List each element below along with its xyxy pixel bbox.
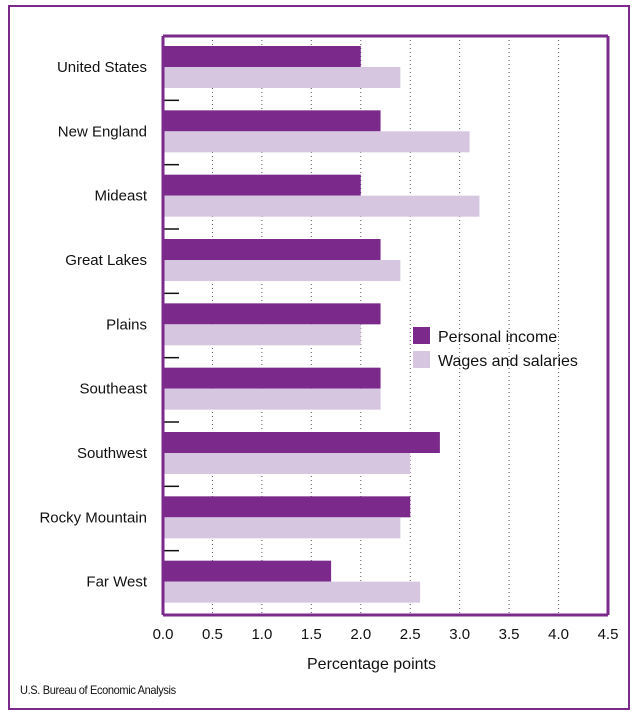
- bar-wages-and-salaries: [163, 260, 401, 281]
- x-tick-label: 1.5: [301, 626, 322, 643]
- x-tick-label: 3.0: [449, 626, 470, 643]
- category-label: Southeast: [79, 381, 147, 398]
- bar-wages-and-salaries: [163, 324, 361, 346]
- bar-wages-and-salaries: [163, 517, 401, 539]
- source-note: U.S. Bureau of Economic Analysis: [20, 683, 176, 697]
- category-label: Mideast: [94, 188, 147, 205]
- x-tick-label: 2.5: [400, 626, 421, 643]
- x-tick-label: 0.5: [202, 626, 223, 643]
- category-label: New England: [58, 123, 147, 140]
- category-label: United States: [57, 59, 147, 76]
- x-tick-label: 4.5: [598, 626, 619, 643]
- legend-label: Wages and salaries: [438, 353, 578, 370]
- bar-personal-income: [163, 496, 411, 518]
- bar-wages-and-salaries: [163, 195, 480, 217]
- x-tick-label: 0.0: [153, 626, 174, 643]
- x-tick-label: 2.0: [350, 626, 371, 643]
- bar-personal-income: [163, 560, 332, 582]
- category-label: Plains: [106, 316, 147, 333]
- bar-personal-income: [163, 110, 381, 132]
- bar-wages-and-salaries: [163, 581, 421, 603]
- x-tick-label: 4.0: [548, 626, 569, 643]
- bar-personal-income: [163, 367, 381, 389]
- category-label: Southwest: [77, 445, 148, 462]
- bar-wages-and-salaries: [163, 67, 401, 88]
- bar-personal-income: [163, 303, 381, 325]
- x-tick-label: 3.5: [499, 626, 520, 643]
- category-label: Great Lakes: [65, 252, 147, 269]
- legend-swatch: [413, 327, 430, 344]
- legend-swatch: [413, 351, 430, 368]
- category-labels: United States New England Mideast Great Lak…: [39, 59, 147, 591]
- x-tick-label: 1.0: [251, 626, 272, 643]
- bars: [163, 46, 480, 603]
- bar-wages-and-salaries: [163, 388, 381, 410]
- legend: Personal income Wages and salaries: [413, 327, 578, 370]
- bar-personal-income: [163, 174, 361, 196]
- category-label: Far West: [86, 574, 147, 591]
- bar-wages-and-salaries: [163, 131, 470, 153]
- x-axis-title: Percentage points: [307, 656, 436, 673]
- x-tick-labels: 0.0 0.5 1.0 1.5 2.0 2.5 3.0 3.5 4.0 4.5: [153, 626, 619, 643]
- axes: [161, 34, 610, 617]
- bar-wages-and-salaries: [163, 453, 411, 474]
- bar-personal-income: [163, 46, 361, 67]
- category-label: Rocky Mountain: [39, 509, 147, 526]
- bar-personal-income: [163, 432, 440, 453]
- legend-label: Personal income: [438, 329, 557, 346]
- bar-personal-income: [163, 239, 381, 260]
